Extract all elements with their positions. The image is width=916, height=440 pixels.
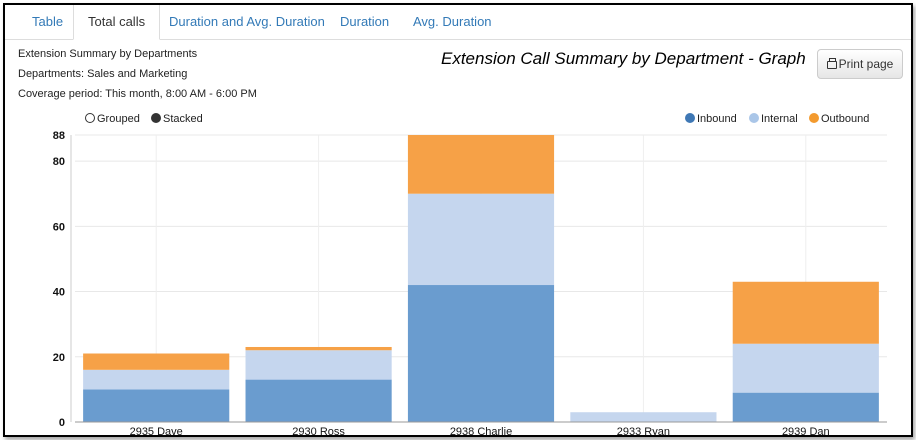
legend-outbound[interactable]: Outbound: [809, 113, 869, 125]
x-tick-label: 2930 Ross: [292, 426, 345, 435]
bar-segment-internal: [83, 369, 230, 390]
app-frame: Table Total calls Duration and Avg. Dura…: [3, 3, 913, 437]
graph-title: Extension Call Summary by Department - G…: [441, 49, 806, 68]
printer-icon: [826, 58, 837, 69]
tab-duration[interactable]: Duration: [340, 14, 390, 29]
stacked-toggle[interactable]: Stacked: [151, 113, 203, 125]
radio-unselected-icon: [85, 113, 95, 123]
tab-bar: Table Total calls Duration and Avg. Dura…: [5, 5, 911, 40]
legend-outbound-label: Outbound: [821, 113, 870, 125]
radio-selected-icon: [151, 113, 161, 123]
grouped-toggle[interactable]: Grouped: [85, 113, 140, 125]
y-tick-label: 40: [53, 287, 65, 299]
bar-segment-internal: [570, 412, 717, 422]
bar-segment-inbound: [245, 379, 392, 422]
y-tick-label: 0: [59, 417, 65, 429]
legend-internal-swatch: [749, 113, 759, 123]
bar-segment-outbound: [83, 353, 230, 370]
departments-text: Departments: Sales and Marketing: [18, 68, 188, 80]
stacked-bar-chart: 0 20 40 60 80 88 2935 Dave 2930 Ross 2938 Charli…: [53, 130, 887, 435]
x-tick-label: 2938 Charlie: [450, 426, 512, 435]
tab-table[interactable]: Table: [32, 14, 64, 29]
bar-segment-outbound: [407, 135, 555, 194]
x-tick-label: 2933 Ryan: [617, 426, 670, 435]
print-page-label: Print page: [838, 57, 894, 71]
coverage-period-text: Coverage period: This month, 8:00 AM - 6…: [18, 88, 257, 100]
print-page-button[interactable]: Print page: [817, 49, 903, 79]
legend-outbound-swatch: [809, 113, 819, 123]
legend-internal[interactable]: Internal: [749, 113, 798, 125]
bar-segment-inbound: [732, 392, 879, 422]
legend-internal-label: Internal: [761, 113, 798, 125]
tab-avg-duration[interactable]: Avg. Duration: [413, 14, 492, 29]
y-tick-label: 60: [53, 221, 65, 233]
legend-inbound-label: Inbound: [697, 113, 737, 125]
bar-segment-internal: [245, 350, 392, 380]
bar-segment-inbound: [83, 389, 230, 422]
stacked-label: Stacked: [163, 113, 203, 125]
bar-segment-outbound: [732, 281, 879, 344]
bar-segment-outbound: [245, 346, 392, 351]
y-tick-label: 88: [53, 130, 65, 142]
y-tick-label: 20: [53, 352, 65, 364]
report-name: Extension Summary by Departments: [18, 48, 198, 60]
legend-inbound[interactable]: Inbound: [685, 113, 737, 125]
x-tick-label: 2935 Dave: [130, 426, 183, 435]
grouped-label: Grouped: [97, 113, 140, 125]
bar-segment-internal: [407, 193, 555, 286]
tab-duration-and-avg-duration[interactable]: Duration and Avg. Duration: [169, 14, 325, 29]
bar-segment-inbound: [407, 285, 555, 422]
y-tick-label: 80: [53, 156, 65, 168]
bar-segment-internal: [732, 343, 879, 393]
tab-total-calls[interactable]: Total calls: [73, 5, 161, 40]
legend-inbound-swatch: [685, 113, 695, 123]
x-tick-label: 2939 Dan: [782, 426, 830, 435]
